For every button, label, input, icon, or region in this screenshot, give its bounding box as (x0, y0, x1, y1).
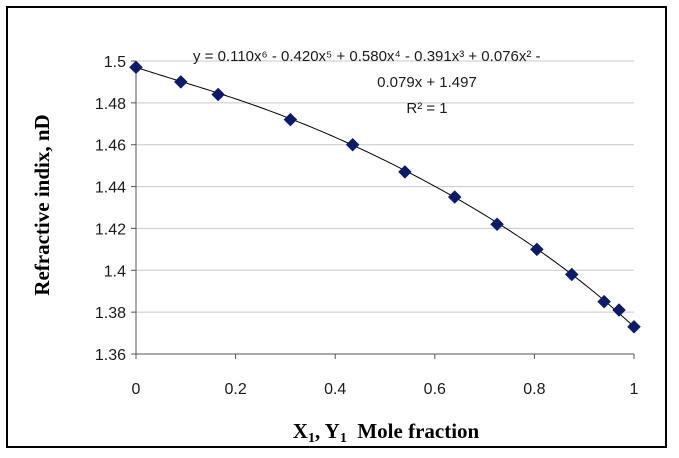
x-tick-labels: 0 0.2 0.4 0.6 0.8 1 (132, 381, 639, 398)
x-tick-label: 0.8 (523, 381, 545, 398)
data-points (129, 60, 641, 334)
data-point-diamond (597, 294, 611, 309)
y-tick-label: 1.42 (95, 221, 126, 238)
data-point-diamond (564, 267, 579, 282)
data-point-diamond (173, 75, 188, 89)
equation-line-2: 0.079x + 1.497 (377, 74, 477, 91)
data-point-diamond (612, 303, 626, 317)
chart-frame (6, 6, 667, 448)
data-point-diamond (398, 165, 412, 179)
y-tick-labels: 1.36 1.38 1.4 1.42 1.44 1.46 1.48 1.5 (95, 54, 126, 364)
y-tick-label: 1.48 (95, 96, 126, 113)
x-tick-label: 0.2 (224, 381, 246, 398)
data-point-diamond (447, 190, 462, 204)
data-point-diamond (283, 112, 298, 127)
x-tick-label: 0.6 (424, 381, 446, 398)
y-tick-label: 1.5 (104, 54, 126, 71)
data-point-diamond (345, 137, 360, 152)
y-axis-title: Refractive indix, nD (30, 114, 54, 295)
x-axis-title: X1, Y1 Mole fraction (293, 419, 480, 446)
y-tick-label: 1.4 (104, 263, 126, 280)
data-point-diamond (129, 60, 143, 75)
x-tick-label: 0 (132, 381, 141, 398)
y-tick-label: 1.46 (95, 138, 126, 155)
y-tick-label: 1.36 (95, 347, 126, 364)
data-point-diamond (490, 217, 504, 232)
data-point-diamond (627, 319, 641, 334)
x-tick-label: 1 (630, 381, 639, 398)
equation-line-1: y = 0.110x⁶ - 0.420x⁵ + 0.580x⁴ - 0.391x… (193, 48, 541, 65)
gridlines (131, 60, 634, 355)
data-point-diamond (530, 242, 544, 257)
y-tick-label: 1.38 (95, 305, 126, 322)
trendline-equation: y = 0.110x⁶ - 0.420x⁵ + 0.580x⁴ - 0.391x… (193, 48, 541, 117)
r-squared: R² = 1 (406, 100, 447, 117)
trendline (135, 66, 635, 328)
y-tick-label: 1.44 (95, 180, 126, 197)
axes (135, 61, 635, 359)
x-tick-label: 0.4 (324, 381, 346, 398)
data-point-diamond (211, 87, 226, 102)
